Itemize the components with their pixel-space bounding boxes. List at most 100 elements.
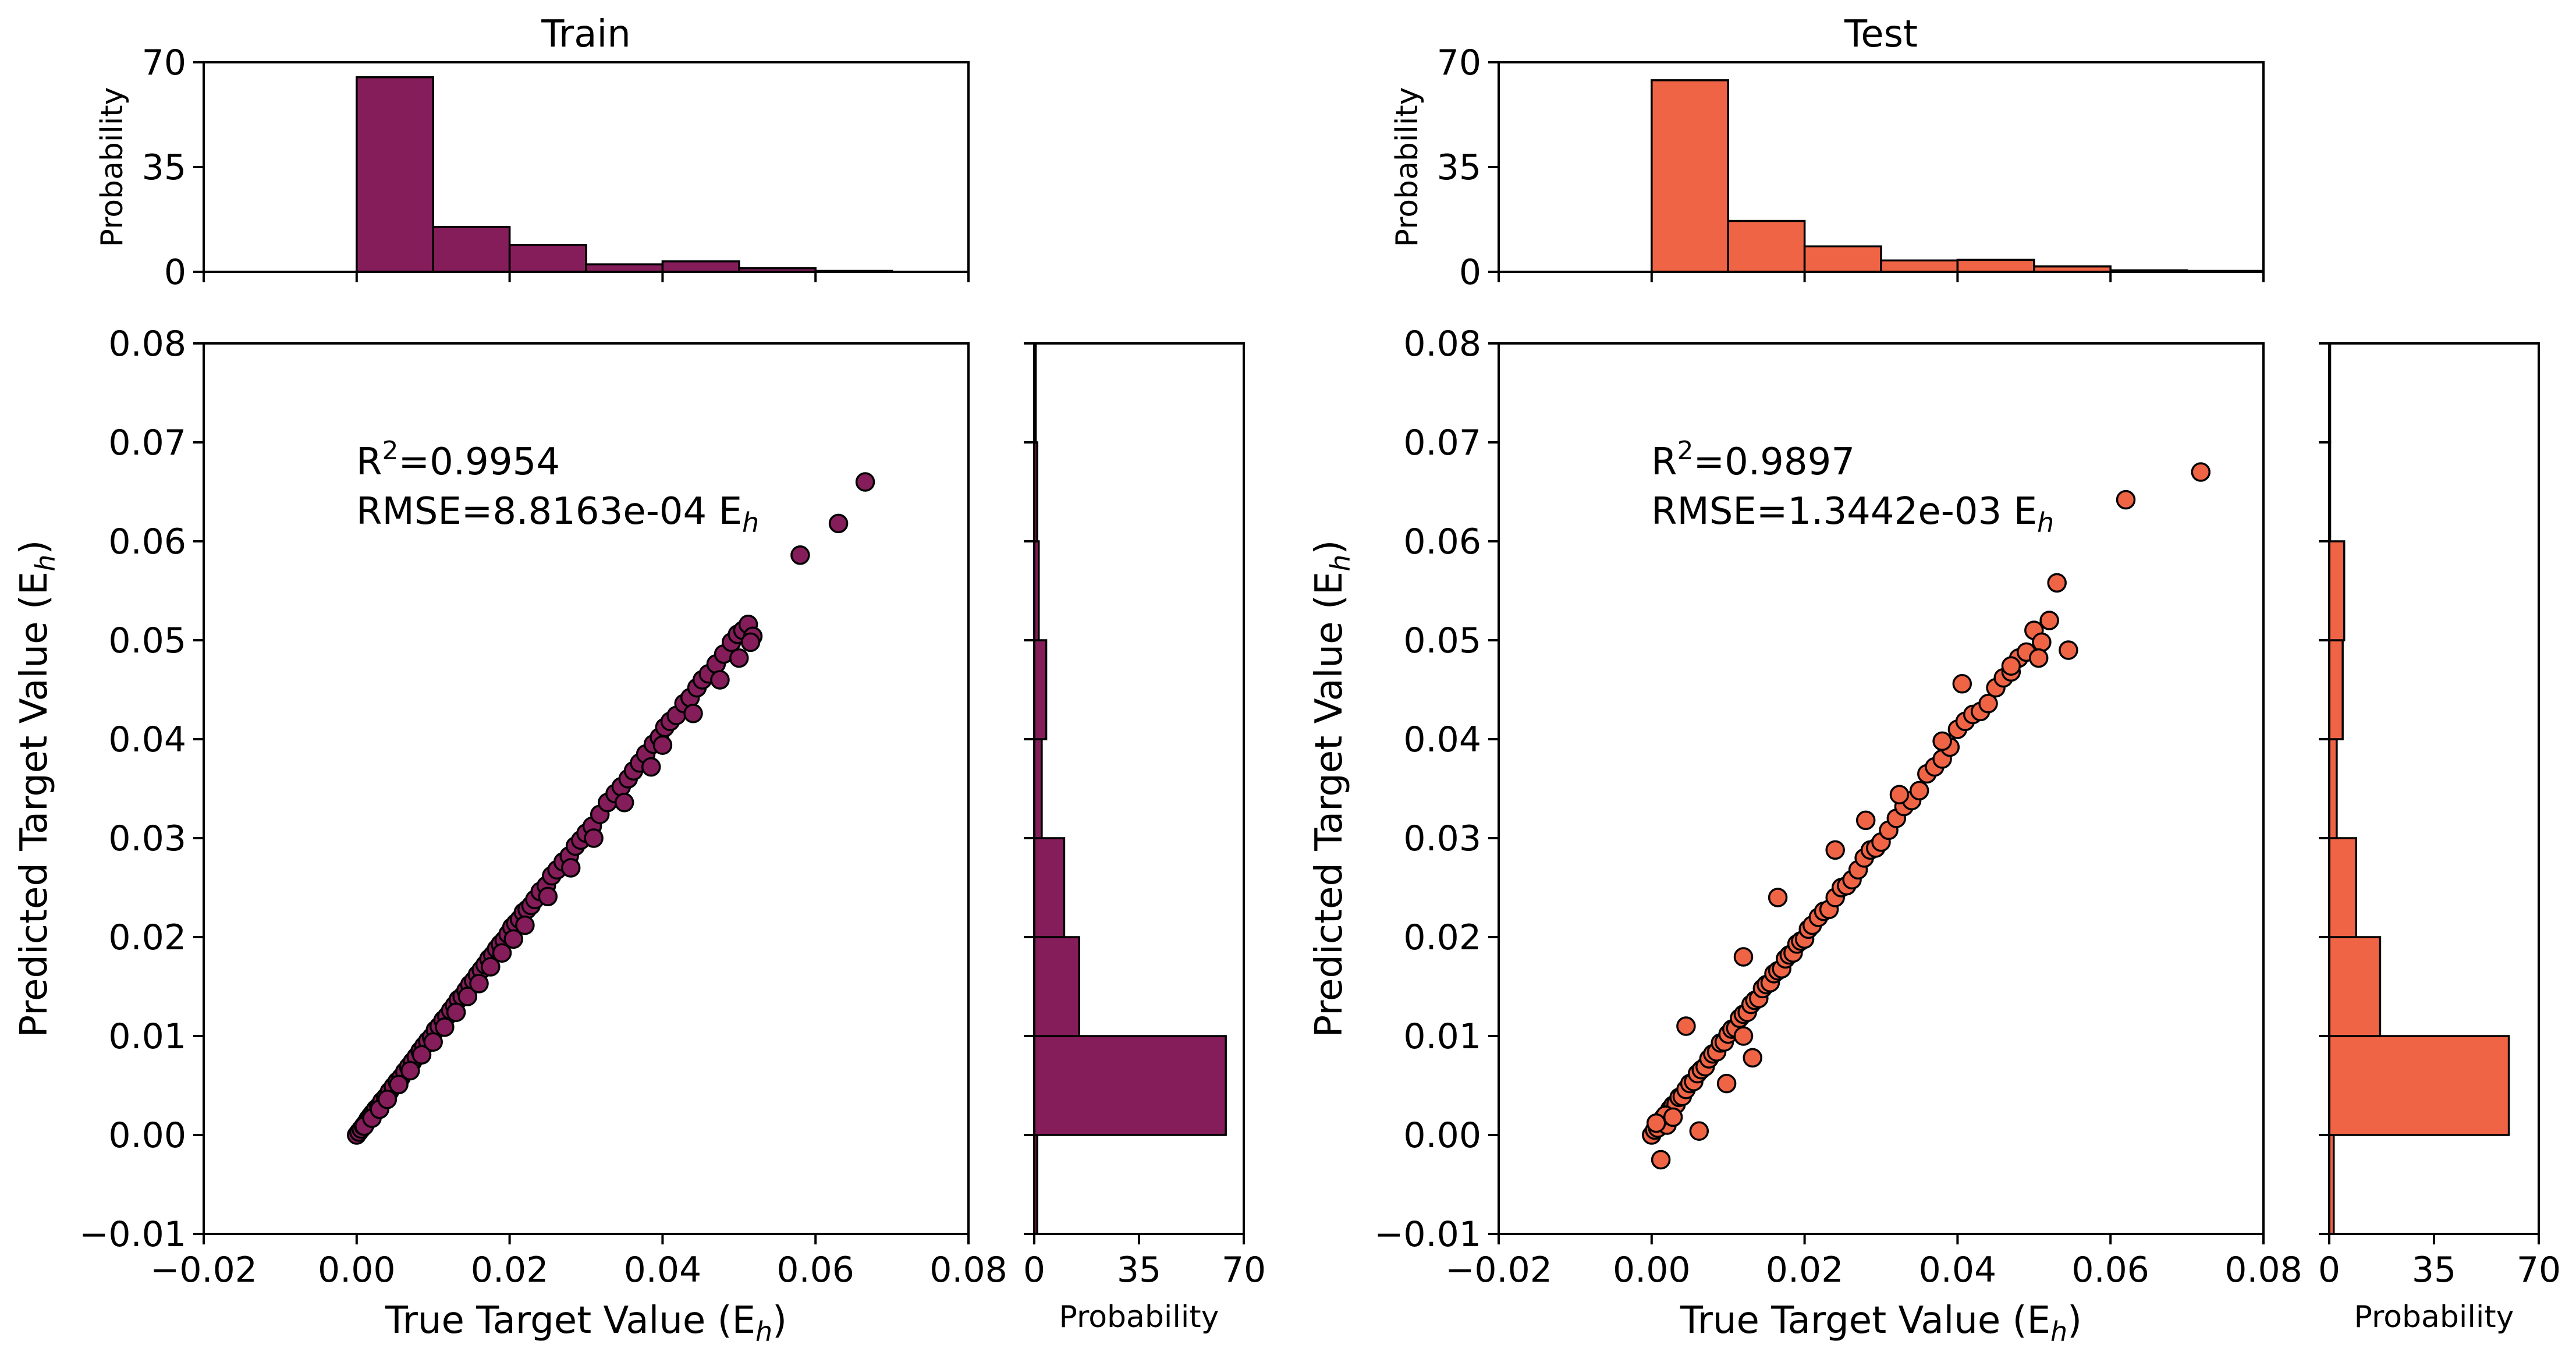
test-scatter-ytick-label: 0.02 <box>1403 917 1481 958</box>
test-right-hist-xtick-label: 70 <box>2517 1250 2561 1290</box>
test-scatter-point <box>1676 1016 1696 1036</box>
test-scatter-ytick-label: 0.04 <box>1403 719 1481 760</box>
test-top-hist-bar <box>1651 79 1729 273</box>
train-scatter-xticks: −0.02 0.00 0.02 0.04 0.06 0.08 <box>150 1234 1007 1290</box>
train-scatter-ytick-label: 0.01 <box>108 1016 186 1057</box>
test-top-hist-ylabel: Probability <box>1390 87 1425 247</box>
test-right-hist-bar <box>2328 540 2346 641</box>
train-scatter-ytick-label: 0.02 <box>108 917 186 958</box>
train-scatter-xtick-label: −0.02 <box>150 1250 257 1290</box>
test-scatter-xtick-label: 0.00 <box>1613 1250 1691 1290</box>
test-scatter-xtick-label: 0.06 <box>2071 1250 2149 1290</box>
test-top-hist-bar <box>1880 259 1959 273</box>
test-right-histogram: 0 35 70 Probability <box>2318 342 2561 1335</box>
train-top-hist-xticks <box>203 272 970 282</box>
train-rmse-annotation: RMSE=8.8163e-04 Eh <box>356 490 759 538</box>
test-top-bars <box>1651 79 2265 273</box>
test-xlabel-sub: h <box>2050 1316 2067 1347</box>
test-scatter-ytick-label: 0.07 <box>1403 423 1481 463</box>
test-xlabel-text: True Target Value (E <box>1680 1299 2050 1342</box>
train-scatter-point <box>411 1045 432 1065</box>
train-scatter-point <box>740 632 761 652</box>
train-ylabel-close: ) <box>13 540 56 555</box>
train-top-hist-bar <box>661 260 740 273</box>
train-right-hist-bar <box>1033 639 1048 740</box>
train-scatter-point <box>614 793 634 813</box>
train-xlabel-text: True Target Value (E <box>385 1299 755 1342</box>
train-scatter-point <box>400 1060 420 1081</box>
train-top-histogram: 0 35 70 Probability <box>95 42 970 293</box>
train-scatter-point <box>538 886 558 907</box>
test-top-hist-ytick-label: 0 <box>1459 252 1481 293</box>
train-xlabel-sub: h <box>755 1316 772 1347</box>
test-rmse-text: RMSE=1.3442e-03 E <box>1651 490 2037 533</box>
train-scatter-point <box>584 828 604 848</box>
test-top-hist-bar <box>1727 219 1806 273</box>
test-xlabel: True Target Value (Eh) <box>1680 1299 2082 1347</box>
test-rmse-annotation: RMSE=1.3442e-03 Eh <box>1651 490 2054 538</box>
test-scatter-point <box>1743 1048 1762 1068</box>
train-xlabel: True Target Value (Eh) <box>385 1299 787 1347</box>
train-scatter-xtick-label: 0.08 <box>929 1250 1007 1290</box>
train-scatter-point <box>481 957 501 977</box>
test-scatter-point <box>1909 781 1929 801</box>
test-right-hist-bar <box>2328 1035 2510 1136</box>
train-scatter-points <box>347 472 875 1145</box>
train-right-hist-xlabel: Probability <box>1059 1300 1219 1335</box>
test-scatter-point <box>1825 840 1845 860</box>
train-scatter-ytick-label: −0.01 <box>79 1214 186 1255</box>
train-right-hist-ticks: 0 35 70 <box>1023 342 1266 1290</box>
test-top-hist-bar <box>1803 245 1882 273</box>
train-scatter-ytick-label: 0.07 <box>108 423 186 463</box>
test-scatter-point <box>1716 1073 1737 1094</box>
test-title: Test <box>1844 13 1918 56</box>
train-scatter-point <box>828 513 849 534</box>
train-scatter-point <box>503 929 523 949</box>
test-scatter-point <box>2032 632 2052 652</box>
test-top-hist-ytick-label: 35 <box>1437 147 1481 188</box>
test-scatter-xtick-label: 0.02 <box>1766 1250 1844 1290</box>
train-right-hist-xtick-label: 35 <box>1117 1250 1161 1290</box>
train-scatter-point <box>423 1032 443 1052</box>
train-rmse-text: RMSE=8.8163e-04 E <box>356 490 742 533</box>
test-scatter-point <box>2028 648 2049 668</box>
train-scatter-point <box>446 1002 466 1022</box>
test-scatter-xticks: −0.02 0.00 0.02 0.04 0.06 0.08 <box>1445 1234 2302 1290</box>
test-scatter-ytick-label: 0.01 <box>1403 1016 1481 1057</box>
test-scatter-ytick-label: 0.00 <box>1403 1115 1481 1156</box>
train-scatter-point <box>710 670 730 690</box>
train-scatter-point <box>469 974 489 994</box>
test-scatter-frame <box>1498 342 2265 1235</box>
train-top-hist-ytick-label: 35 <box>142 147 186 188</box>
test-scatter-point <box>2039 611 2059 630</box>
test-scatter-xtick-label: 0.08 <box>2224 1250 2302 1290</box>
test-ylabel: Predicted Target Value (Eh) <box>1308 540 1356 1038</box>
test-scatter-ytick-label: 0.08 <box>1403 324 1481 364</box>
test-ylabel-sub: h <box>1325 555 1356 572</box>
test-scatter-xtick-label: 0.04 <box>1919 1250 1997 1290</box>
train-scatter-point <box>855 472 875 492</box>
test-scatter-point <box>1651 1150 1671 1170</box>
test-r2-sup: 2 <box>1677 436 1693 466</box>
test-scatter-point <box>1978 694 1998 714</box>
test-r2-value: 0.9897 <box>1725 441 1855 484</box>
test-right-bars <box>2328 342 2510 1235</box>
train-scatter-point <box>389 1074 409 1095</box>
test-top-hist-frame <box>1498 61 2265 273</box>
test-right-hist-xlabel: Probability <box>2354 1300 2514 1335</box>
train-r2-eq: = <box>398 441 430 484</box>
test-scatter-point <box>2001 656 2021 676</box>
train-top-hist-yticks: 0 35 70 <box>142 42 204 293</box>
test-scatter-points <box>1642 462 2211 1170</box>
test-scatter-point <box>1689 1121 1709 1141</box>
train-top-hist-bar <box>356 76 434 273</box>
train-scatter-point <box>377 1090 398 1109</box>
test-scatter-ytick-label: 0.06 <box>1403 522 1481 562</box>
train-scatter-point <box>435 1017 455 1037</box>
test-top-histogram: 0 35 70 Probability <box>1390 42 2265 293</box>
train-title: Train <box>541 13 631 56</box>
test-scatter-ytick-label: 0.05 <box>1403 620 1481 661</box>
train-scatter-ytick-label: 0.04 <box>108 719 186 760</box>
test-top-hist-yticks: 0 35 70 <box>1437 42 1499 293</box>
